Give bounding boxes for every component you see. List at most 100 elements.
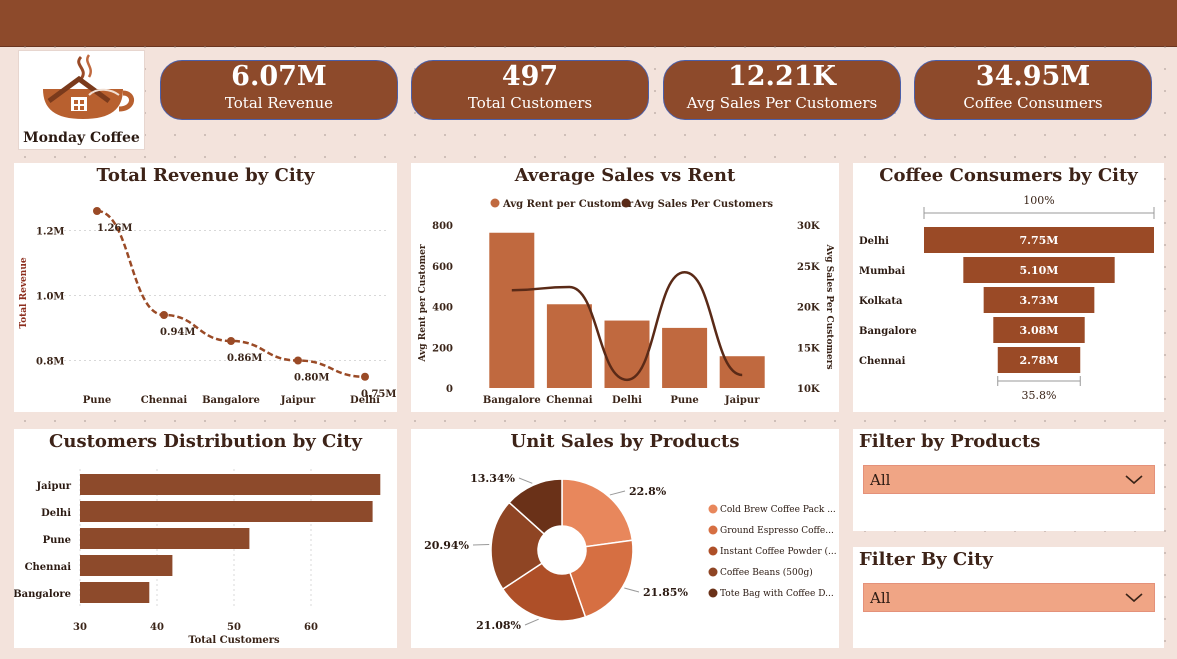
legend-marker <box>708 588 718 598</box>
kpi-coffee-consumers: 34.95M Coffee Consumers <box>914 60 1152 120</box>
bar-customers <box>80 528 250 549</box>
funnel-bottom-label: 35.8% <box>1022 389 1057 402</box>
funnel-bar <box>983 287 1095 313</box>
donut-data-label: 13.34% <box>470 472 515 485</box>
x-tick-label: 60 <box>304 622 318 633</box>
filter-city-dropdown[interactable]: All <box>863 583 1155 612</box>
legend-label: Tote Bag with Coffee D... <box>720 589 834 599</box>
legend-marker-sales <box>621 198 631 208</box>
filter-products-panel: Filter by Products All <box>853 429 1164 531</box>
legend-marker <box>708 546 718 556</box>
legend-label: Cold Brew Coffee Pack ... <box>720 505 836 515</box>
funnel-data-label: 2.78M <box>1020 354 1059 367</box>
x-tick-label: 40 <box>150 622 164 633</box>
funnel-bar <box>993 317 1085 343</box>
chevron-down-icon <box>1125 593 1143 603</box>
funnel-category-label: Mumbai <box>859 266 905 277</box>
y-tick-label: Chennai <box>25 562 72 573</box>
x-tick-label: Chennai <box>141 395 188 406</box>
filter-products-dropdown[interactable]: All <box>863 465 1155 494</box>
legend-label-sales: Avg Sales Per Customers <box>633 199 773 210</box>
kpi-label: Total Customers <box>467 94 593 112</box>
y2-tick-label: 10K <box>797 384 820 395</box>
y2-tick-label: 20K <box>797 303 820 314</box>
y-axis-title: Avg Rent per Customer <box>418 244 428 362</box>
top-banner <box>0 0 1177 47</box>
data-label: 0.86M <box>227 353 262 364</box>
y2-tick-label: 30K <box>797 221 820 232</box>
y-tick-label: 400 <box>432 303 453 314</box>
funnel-data-label: 3.08M <box>1020 324 1059 337</box>
x-tick-label: Bangalore <box>202 395 260 406</box>
funnel-data-label: 5.10M <box>1020 264 1059 277</box>
panel-title: Average Sales vs Rent <box>514 165 736 186</box>
y-tick-label: Jaipur <box>35 481 71 492</box>
kpi-total-revenue: 6.07M Total Revenue <box>160 60 398 120</box>
data-label: 0.75M <box>361 389 396 400</box>
kpi-value: 34.95M <box>975 61 1091 92</box>
x-tick-label: Pune <box>670 395 698 406</box>
x-axis-title: Total Customers <box>188 635 280 646</box>
bar-customers <box>80 582 150 603</box>
data-point <box>294 356 302 365</box>
funnel-data-label: 3.73M <box>1020 294 1059 307</box>
filter-city-panel: Filter By City All <box>853 547 1164 648</box>
x-tick-label: Pune <box>83 395 111 406</box>
x-tick-label: Delhi <box>612 395 642 406</box>
y-tick-label: 600 <box>432 262 453 273</box>
kpi-label: Avg Sales Per Customers <box>686 94 878 112</box>
x-tick-label: Chennai <box>546 395 593 406</box>
y2-tick-label: 15K <box>797 343 820 354</box>
kpi-label: Coffee Consumers <box>963 94 1103 112</box>
filter-products-title: Filter by Products <box>859 431 1041 452</box>
panel-title: Unit Sales by Products <box>510 431 740 452</box>
x-tick-label: 50 <box>227 622 241 633</box>
donut-data-label: 20.94% <box>424 539 469 552</box>
bar-customers <box>80 555 173 576</box>
kpi-total-customers: 497 Total Customers <box>411 60 649 120</box>
x-tick-label: 30 <box>73 622 87 633</box>
funnel-bar <box>924 227 1154 253</box>
panel-title: Coffee Consumers by City <box>879 165 1138 186</box>
consumers-funnel-chart: 100% 7.75M Delhi 5.10M Mumbai 3.73M Kolkata 3.0… <box>859 194 1155 402</box>
funnel-category-label: Bangalore <box>859 326 917 337</box>
y-tick-label: Pune <box>43 535 71 546</box>
funnel-bar <box>963 257 1115 283</box>
legend-label: Ground Espresso Coffe... <box>720 526 834 536</box>
donut-slice <box>568 539 634 618</box>
bar-rent <box>489 232 535 388</box>
kpi-label: Total Revenue <box>224 94 334 112</box>
bar-rent <box>604 320 650 388</box>
brand-logo: Monday Coffee <box>18 50 145 150</box>
dropdown-value: All <box>870 589 891 607</box>
bar-rent <box>662 327 708 388</box>
unit-sales-panel: Unit Sales by Products 22.8% Cold Brew Co… <box>411 429 839 648</box>
series-line-sales <box>511 271 743 382</box>
y-tick-label: 1.0M <box>36 292 64 303</box>
kpi-value: 497 <box>501 61 559 92</box>
leader-line <box>518 477 533 484</box>
funnel-bar <box>997 347 1081 373</box>
revenue-by-city-panel: Total Revenue by City 0.8M 1.0M 1.2M Total … <box>14 163 397 412</box>
avg-sales-rent-chart: Avg Rent per Customer Avg Sales Per Custo… <box>418 198 834 406</box>
x-tick-label: Jaipur <box>724 395 760 406</box>
x-tick-label: Delhi <box>350 395 380 406</box>
data-point <box>160 311 168 319</box>
y-tick-label: 1.2M <box>36 227 64 238</box>
brand-name: Monday Coffee <box>23 130 140 146</box>
kpi-value: 12.21K <box>727 61 836 92</box>
funnel-category-label: Chennai <box>859 356 906 367</box>
data-label: 1.26M <box>97 223 132 234</box>
bar-rent <box>546 304 592 388</box>
avg-sales-vs-rent-panel: Average Sales vs Rent Avg Rent per Custo… <box>411 163 839 412</box>
customers-bar-chart: 30 40 50 60 Jaipur Delhi Pune Chennai Bangalore T… <box>14 469 381 646</box>
y-tick-label: 0 <box>446 384 453 395</box>
funnel-data-label: 7.75M <box>1020 234 1059 247</box>
panel-title: Total Revenue by City <box>96 165 315 186</box>
x-tick-label: Bangalore <box>483 395 541 406</box>
y-axis-title: Total Revenue <box>19 257 29 328</box>
panel-title: Customers Distribution by City <box>49 431 362 452</box>
funnel-top-label: 100% <box>1023 194 1054 207</box>
x-tick-label: Jaipur <box>280 395 316 406</box>
data-label: 0.94M <box>160 327 195 338</box>
